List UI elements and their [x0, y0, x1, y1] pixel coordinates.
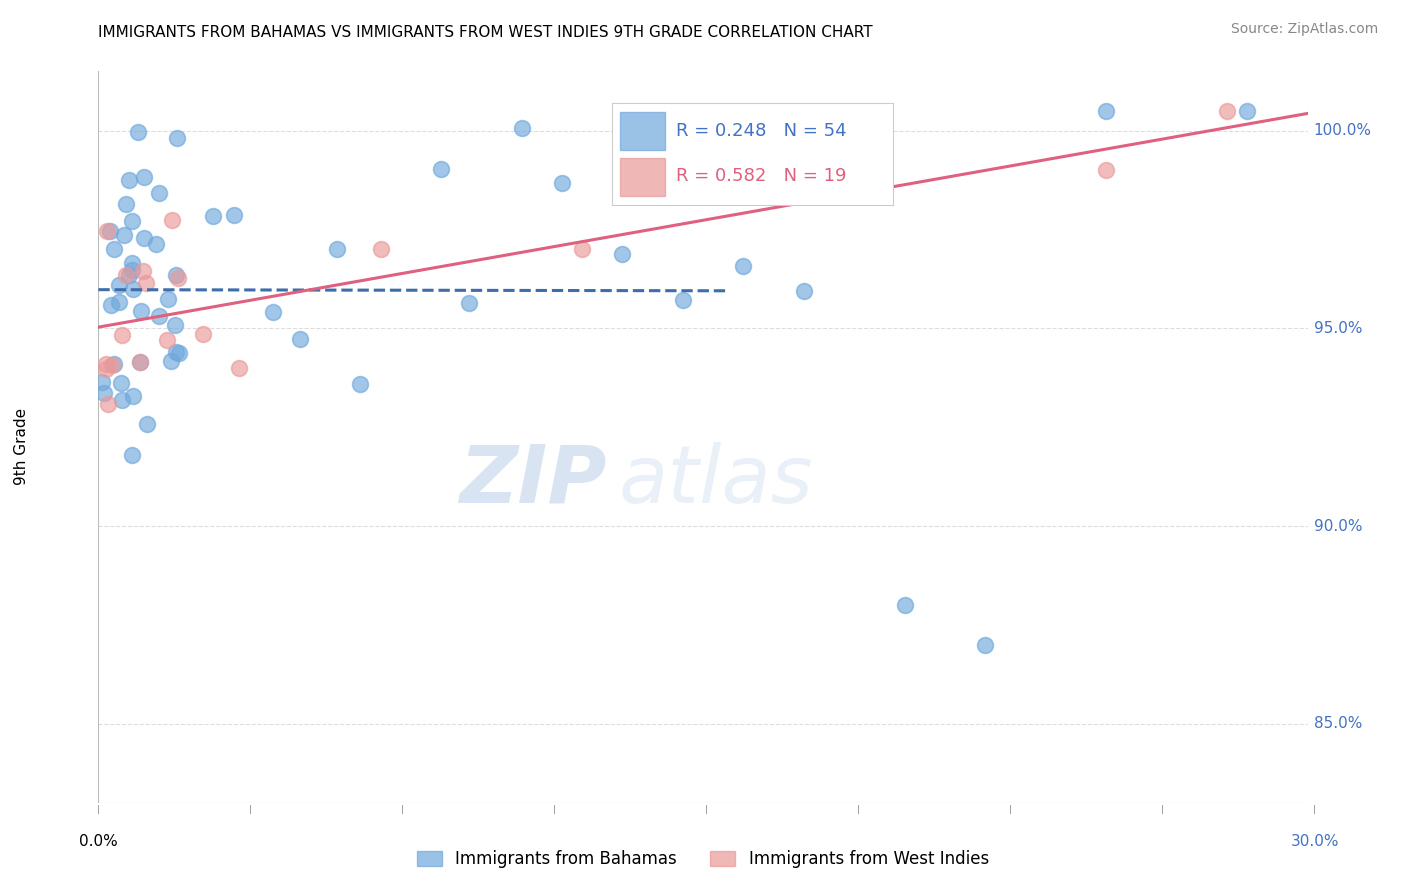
Text: 0.0%: 0.0%	[79, 834, 118, 849]
Text: 100.0%: 100.0%	[1313, 123, 1372, 138]
Point	[793, 284, 815, 298]
Point	[571, 242, 593, 256]
Point	[1095, 103, 1118, 118]
Point	[101, 358, 124, 372]
Point	[114, 196, 136, 211]
Point	[551, 176, 574, 190]
Point	[94, 358, 117, 372]
Point	[115, 268, 138, 282]
Point	[118, 173, 141, 187]
Point	[612, 247, 634, 261]
Text: Source: ZipAtlas.com: Source: ZipAtlas.com	[1230, 22, 1378, 37]
Text: R = 0.582   N = 19: R = 0.582 N = 19	[676, 168, 846, 186]
Text: |: |	[1313, 805, 1316, 814]
Point	[162, 213, 184, 227]
Point	[103, 242, 125, 256]
Point	[117, 268, 139, 282]
Point	[108, 295, 131, 310]
Point	[110, 376, 132, 391]
Point	[111, 328, 134, 343]
Point	[103, 357, 125, 371]
Text: R = 0.248   N = 54: R = 0.248 N = 54	[676, 122, 846, 140]
Point	[262, 304, 284, 318]
Point	[157, 292, 180, 306]
Point	[672, 293, 695, 307]
Point	[430, 161, 453, 176]
FancyBboxPatch shape	[620, 112, 665, 150]
Text: |: |	[401, 805, 404, 814]
Text: 95.0%: 95.0%	[1313, 321, 1362, 336]
Point	[112, 228, 135, 243]
Text: |: |	[1010, 805, 1012, 814]
Point	[165, 345, 187, 359]
Point	[107, 278, 129, 293]
Point	[129, 304, 152, 318]
Point	[166, 130, 188, 145]
Point	[159, 353, 181, 368]
Text: |: |	[858, 805, 860, 814]
Point	[165, 268, 187, 282]
Point	[326, 243, 349, 257]
Point	[145, 236, 167, 251]
Point	[1216, 103, 1239, 118]
Point	[148, 310, 170, 324]
Point	[98, 224, 121, 238]
Legend: Immigrants from Bahamas, Immigrants from West Indies: Immigrants from Bahamas, Immigrants from…	[411, 844, 995, 875]
Point	[193, 326, 215, 341]
Point	[121, 448, 143, 462]
Point	[100, 298, 122, 312]
Text: 9th Grade: 9th Grade	[14, 408, 28, 484]
Point	[132, 263, 155, 277]
Text: 85.0%: 85.0%	[1313, 716, 1362, 731]
Text: |: |	[553, 805, 555, 814]
Point	[1236, 103, 1258, 118]
Point	[135, 277, 157, 291]
Point	[111, 392, 134, 407]
Text: atlas: atlas	[619, 442, 813, 520]
Point	[97, 397, 120, 411]
Point	[134, 169, 156, 184]
Point	[128, 354, 150, 368]
Text: |: |	[249, 805, 252, 814]
Point	[201, 209, 224, 223]
Point	[974, 638, 997, 652]
Point	[128, 355, 150, 369]
Point	[349, 377, 371, 392]
Point	[167, 270, 190, 285]
Point	[96, 362, 118, 376]
Point	[148, 186, 170, 201]
Text: 30.0%: 30.0%	[1291, 834, 1339, 849]
Point	[228, 360, 250, 375]
Point	[156, 333, 179, 347]
Text: ZIP: ZIP	[458, 442, 606, 520]
Point	[165, 318, 187, 332]
Point	[121, 282, 143, 296]
Point	[510, 121, 533, 136]
Point	[121, 263, 143, 277]
Point	[121, 256, 143, 270]
Point	[91, 375, 114, 389]
Point	[733, 259, 755, 273]
Point	[1095, 163, 1118, 178]
Point	[370, 242, 392, 256]
Point	[93, 386, 115, 401]
Point	[222, 208, 245, 222]
Text: IMMIGRANTS FROM BAHAMAS VS IMMIGRANTS FROM WEST INDIES 9TH GRADE CORRELATION CHA: IMMIGRANTS FROM BAHAMAS VS IMMIGRANTS FR…	[98, 25, 873, 40]
Text: |: |	[1161, 805, 1164, 814]
FancyBboxPatch shape	[620, 158, 665, 196]
Point	[458, 296, 481, 310]
Text: |: |	[97, 805, 100, 814]
Point	[169, 346, 191, 360]
Point	[127, 126, 149, 140]
Point	[135, 417, 157, 432]
Point	[134, 231, 156, 245]
Point	[121, 214, 143, 228]
Text: 90.0%: 90.0%	[1313, 518, 1362, 533]
Point	[893, 598, 915, 612]
Text: |: |	[704, 805, 709, 814]
Point	[96, 224, 118, 238]
Point	[122, 388, 145, 402]
Point	[288, 332, 311, 346]
